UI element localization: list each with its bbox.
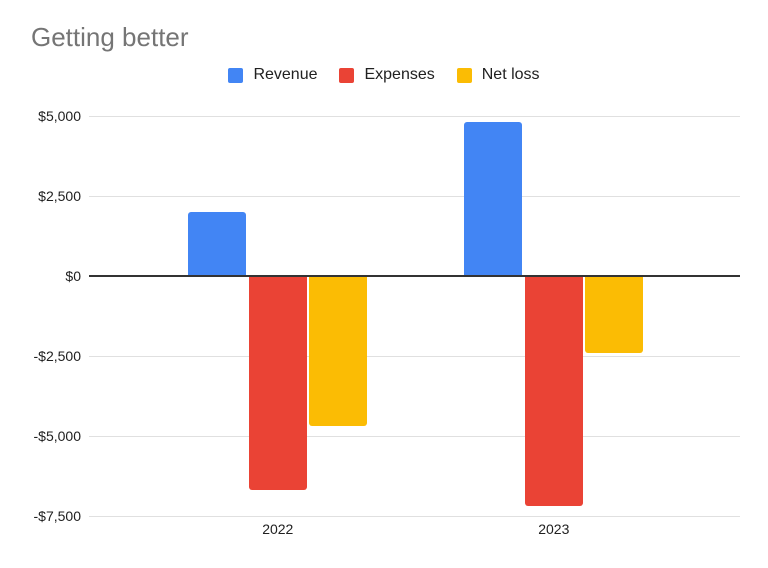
chart-title: Getting better	[31, 22, 189, 52]
y-axis-labels: $5,000 $2,500 $0 -$2,500 -$5,000 -$7,500	[0, 109, 81, 523]
bar-expenses-2023[interactable]	[524, 276, 583, 507]
legend-label: Revenue	[253, 66, 318, 83]
gridline	[89, 436, 740, 437]
bar-revenue-2023[interactable]	[464, 122, 523, 276]
legend-swatch-expenses	[339, 67, 355, 83]
bar-expenses-2022[interactable]	[248, 276, 307, 491]
plot-area	[89, 116, 740, 517]
y-tick-label: -$5,000	[33, 428, 81, 444]
legend-swatch-net-loss	[456, 67, 472, 83]
bar-net-loss-2023[interactable]	[585, 276, 644, 353]
legend-swatch-revenue	[228, 67, 244, 83]
y-tick-label: -$7,500	[33, 508, 81, 524]
bar-revenue-2022[interactable]	[188, 212, 247, 276]
y-tick-label: $0	[65, 268, 81, 284]
legend-item-net-loss[interactable]: Net loss	[456, 66, 540, 84]
zero-axis-line	[89, 275, 740, 277]
gridline	[89, 196, 740, 197]
gridline	[89, 116, 740, 117]
y-tick-label: -$2,500	[33, 348, 81, 364]
legend-label: Net loss	[481, 66, 540, 83]
gridline	[89, 516, 740, 517]
legend-item-expenses[interactable]: Expenses	[339, 66, 435, 84]
y-tick-label: $2,500	[38, 188, 81, 204]
x-tick-label-2023: 2023	[538, 521, 570, 537]
chart-legend: Revenue Expenses Net loss	[0, 66, 768, 84]
gridline	[89, 356, 740, 357]
legend-item-revenue[interactable]: Revenue	[228, 66, 317, 84]
x-axis-labels: 2022 2023	[89, 521, 740, 541]
y-tick-label: $5,000	[38, 108, 81, 124]
legend-label: Expenses	[364, 66, 435, 83]
x-tick-label-2022: 2022	[262, 521, 294, 537]
bar-net-loss-2022[interactable]	[309, 276, 368, 427]
